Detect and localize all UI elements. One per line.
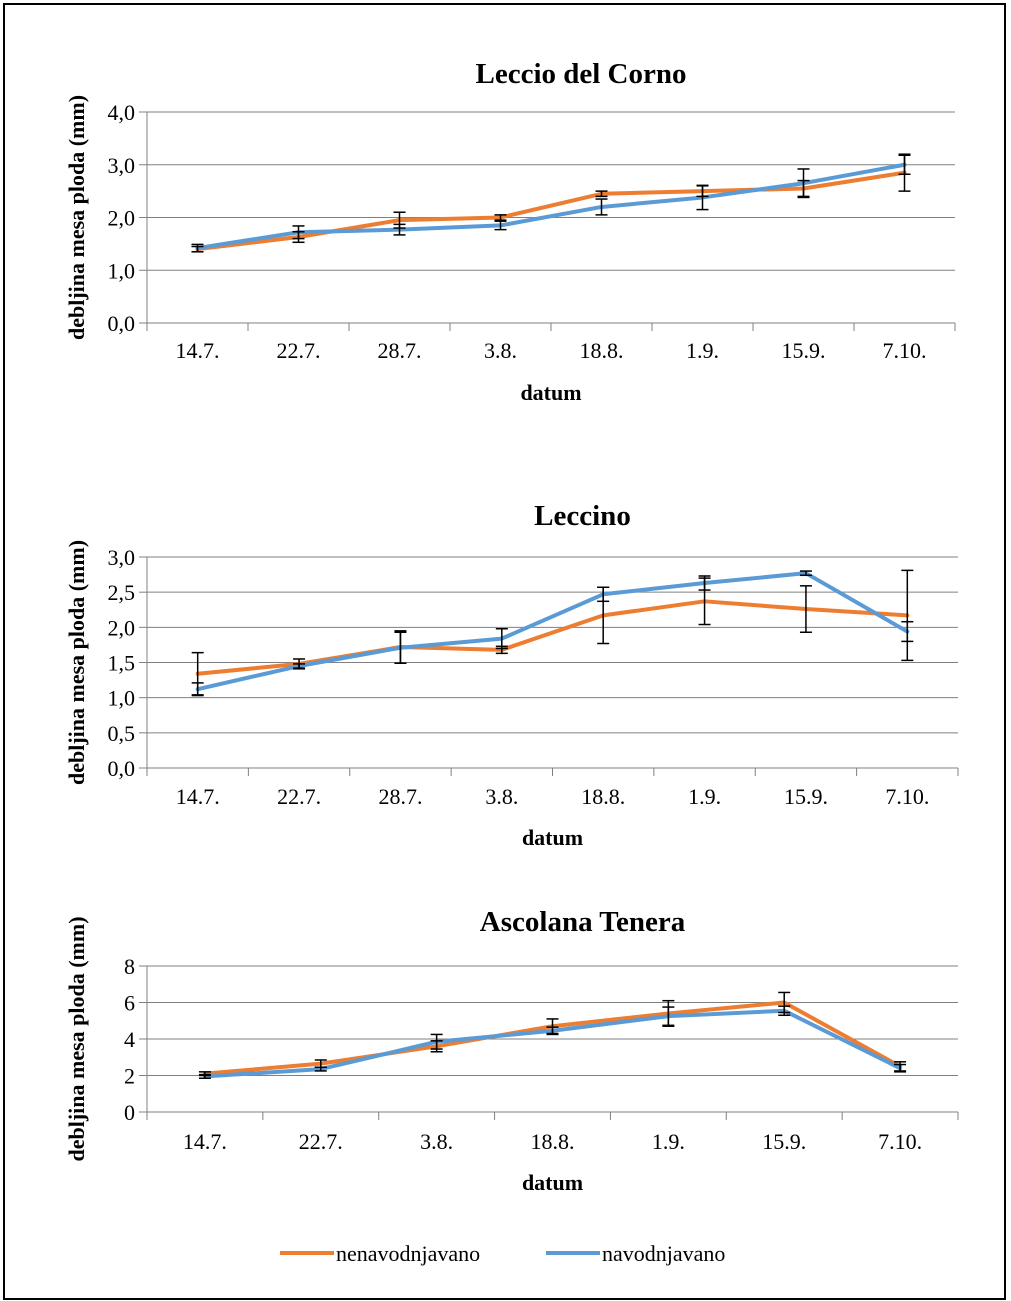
- error-bar-navodnjavano: [797, 168, 810, 199]
- x-tick-label: 14.7.: [183, 1129, 227, 1154]
- x-tick-label: 22.7.: [299, 1129, 343, 1154]
- y-tick-label: 0: [124, 1100, 135, 1125]
- series-line-navodnjavano: [195, 162, 907, 251]
- x-tick-label: 1.9.: [686, 338, 719, 363]
- error-bar-navodnjavano: [894, 1063, 907, 1073]
- y-tick-label: 2,0: [108, 615, 136, 640]
- figure-frame: [3, 3, 1006, 1300]
- x-axis-title: datum: [520, 380, 581, 405]
- error-bar-nenavodnjavano: [799, 585, 812, 634]
- error-bar-navodnjavano: [778, 1005, 791, 1017]
- error-bar-nenavodnjavano: [901, 569, 914, 662]
- x-tick-label: 18.8.: [580, 338, 624, 363]
- x-tick-label: 14.7.: [176, 784, 220, 809]
- x-tick-label: 22.7.: [277, 338, 321, 363]
- error-bar-navodnjavano: [898, 154, 911, 175]
- x-axis-title: datum: [522, 825, 583, 850]
- x-tick-label: 18.8.: [581, 784, 625, 809]
- x-tick-label: 7.10.: [878, 1129, 922, 1154]
- series-line-navodnjavano: [195, 571, 910, 692]
- chart-title: Leccio del Corno: [475, 58, 686, 90]
- error-bar-nenavodnjavano: [494, 214, 507, 221]
- error-bar-nenavodnjavano: [595, 190, 608, 198]
- legend-label-nenavodnjavano: nenavodnjavano: [336, 1241, 480, 1266]
- chart-title: Leccino: [534, 500, 631, 532]
- error-bar-navodnjavano: [494, 220, 507, 231]
- error-bar-navodnjavano: [314, 1066, 327, 1072]
- series-line-nenavodnjavano: [195, 170, 907, 252]
- error-bar-navodnjavano: [799, 570, 812, 577]
- x-tick-label: 15.9.: [784, 784, 828, 809]
- chart-3: Ascolana Tenera 0 2 4 6 8 14.7. 22.7. 3.8. 18.8. 1…: [64, 906, 959, 1195]
- error-bar-navodnjavano: [394, 631, 407, 664]
- x-tick-label: 15.9.: [762, 1129, 806, 1154]
- x-tick-label: 3.8.: [485, 784, 518, 809]
- error-bar-navodnjavano: [698, 575, 711, 591]
- error-bar-navodnjavano: [191, 243, 204, 253]
- error-bar-navodnjavano: [696, 184, 709, 211]
- x-tick-label: 3.8.: [484, 338, 517, 363]
- chart-2: Leccino 0,0 0,5 1,0 1,5 2,0 2,5 3,0 14.7. 22.7. 28…: [64, 500, 959, 850]
- chart-title: Ascolana Tenera: [480, 906, 686, 938]
- x-tick-label: 3.8.: [420, 1129, 453, 1154]
- series-line-nenavodnjavano: [202, 1000, 903, 1076]
- error-bar-navodnjavano: [198, 1073, 211, 1079]
- y-tick-label: 1,0: [108, 686, 136, 711]
- legend-label-navodnjavano: navodnjavano: [602, 1241, 725, 1266]
- error-bar-navodnjavano: [292, 225, 305, 240]
- y-tick-label: 1,0: [108, 258, 136, 283]
- x-tick-label: 22.7.: [277, 784, 321, 809]
- error-bar-navodnjavano: [293, 663, 306, 669]
- x-tick-label: 7.10.: [885, 784, 929, 809]
- y-axis-title: debljina mesa ploda (mm): [64, 540, 89, 785]
- y-tick-label: 2,5: [108, 580, 136, 605]
- y-tick-label: 0,0: [108, 311, 136, 336]
- error-bar-navodnjavano: [191, 682, 204, 697]
- error-bar-navodnjavano: [546, 1026, 559, 1036]
- y-tick-label: 1,5: [108, 651, 136, 676]
- chart-1: Leccio del Corno 0,0 1,0 2,0 3,0 4,0 14.7. 22.7…: [64, 58, 956, 405]
- y-axis-title: debljina mesa ploda (mm): [64, 95, 89, 340]
- error-bar-navodnjavano: [495, 627, 508, 650]
- x-tick-label: 14.7.: [176, 338, 220, 363]
- x-tick-label: 18.8.: [531, 1129, 575, 1154]
- x-tick-label: 1.9.: [652, 1129, 685, 1154]
- y-tick-label: 3,0: [108, 153, 136, 178]
- y-tick-label: 6: [124, 991, 135, 1016]
- x-tick-label: 15.9.: [782, 338, 826, 363]
- y-tick-label: 3,0: [108, 545, 136, 570]
- error-bar-navodnjavano: [662, 1006, 675, 1027]
- x-axis-title: datum: [522, 1170, 583, 1195]
- y-tick-label: 0,0: [108, 756, 136, 781]
- y-tick-label: 0,5: [108, 721, 136, 746]
- x-tick-label: 7.10.: [883, 338, 927, 363]
- x-tick-label: 28.7.: [378, 784, 422, 809]
- error-bar-navodnjavano: [393, 223, 406, 236]
- y-tick-label: 4,0: [108, 100, 136, 125]
- y-tick-label: 2,0: [108, 206, 136, 231]
- y-axis-title: debljina mesa ploda (mm): [64, 916, 89, 1161]
- x-tick-label: 1.9.: [688, 784, 721, 809]
- error-bar-navodnjavano: [595, 198, 608, 216]
- y-tick-label: 8: [124, 954, 135, 979]
- x-tick-label: 28.7.: [378, 338, 422, 363]
- error-bar-navodnjavano: [901, 620, 914, 643]
- error-bar-navodnjavano: [597, 586, 610, 603]
- error-bar-navodnjavano: [430, 1033, 443, 1050]
- y-tick-label: 4: [124, 1027, 135, 1052]
- legend: nenavodnjavano navodnjavano: [280, 1241, 725, 1266]
- y-tick-label: 2: [124, 1064, 135, 1089]
